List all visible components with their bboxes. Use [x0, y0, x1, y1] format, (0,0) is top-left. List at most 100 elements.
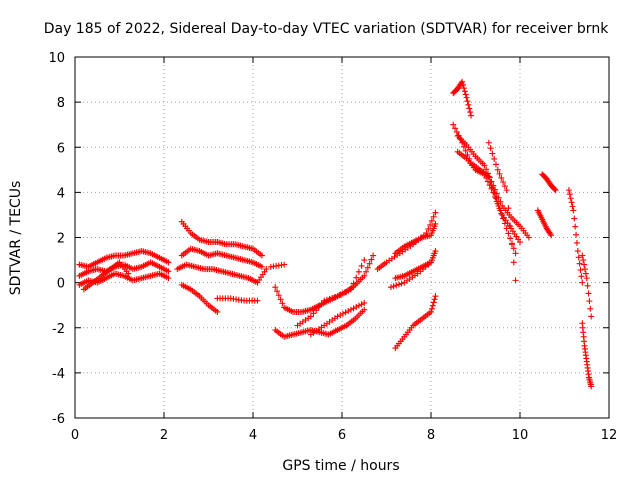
data-point	[483, 174, 490, 181]
data-point	[345, 287, 352, 294]
data-point	[353, 303, 360, 310]
data-point	[361, 257, 368, 264]
data-point	[366, 260, 373, 267]
data-point	[452, 125, 459, 132]
series-trace-5	[178, 218, 265, 259]
series-trace-26	[534, 207, 555, 239]
data-point	[350, 305, 357, 312]
data-point	[588, 313, 595, 320]
series-trace-20	[450, 78, 475, 119]
series-trace-17	[392, 220, 439, 257]
data-point	[525, 234, 532, 241]
data-point	[494, 166, 501, 173]
data-point	[318, 300, 325, 307]
data-point	[481, 171, 488, 178]
data-point	[577, 266, 584, 273]
data-point	[498, 174, 505, 181]
data-point	[481, 162, 488, 169]
data-point	[342, 309, 349, 316]
y-tick-label: -4	[52, 367, 65, 382]
data-point	[503, 187, 510, 194]
data-point	[584, 282, 591, 289]
y-tick-label: 8	[57, 96, 65, 111]
series-trace-18	[374, 209, 439, 273]
data-point	[395, 281, 402, 288]
series-trace-13	[294, 257, 368, 329]
data-point	[488, 185, 495, 192]
data-point	[272, 284, 279, 291]
data-point	[281, 261, 288, 268]
data-point	[581, 261, 588, 268]
y-tick-label: -6	[52, 412, 65, 427]
data-point	[497, 207, 504, 214]
data-point	[453, 128, 460, 135]
data-point	[468, 112, 475, 119]
data-point	[462, 91, 469, 98]
data-point	[393, 282, 400, 289]
data-point	[428, 259, 434, 266]
data-point	[576, 260, 583, 267]
data-point	[551, 186, 558, 193]
data-point	[484, 178, 491, 185]
data-point	[432, 209, 439, 216]
data-point	[423, 229, 430, 236]
data-point	[310, 310, 317, 317]
x-tick-label: 0	[71, 428, 79, 443]
data-point	[387, 284, 394, 291]
data-point	[342, 289, 349, 296]
data-point	[582, 270, 589, 277]
data-point	[496, 170, 503, 177]
data-point	[510, 259, 517, 266]
data-point	[347, 306, 354, 313]
x-tick-label: 8	[427, 428, 435, 443]
data-point	[493, 198, 500, 205]
series-trace-12	[272, 306, 368, 340]
data-point	[331, 294, 338, 301]
data-point	[165, 275, 172, 282]
series-trace-19	[387, 259, 434, 291]
x-tick-label: 6	[338, 428, 346, 443]
series-trace-27	[565, 187, 586, 286]
data-point	[347, 286, 354, 293]
data-point	[579, 252, 586, 259]
data-point	[464, 98, 471, 105]
data-point	[492, 161, 499, 168]
data-point	[430, 213, 437, 220]
data-point	[274, 288, 281, 295]
data-point	[398, 280, 405, 287]
data-point	[350, 280, 357, 287]
x-tick-label: 12	[601, 428, 618, 443]
data-point	[548, 232, 555, 239]
data-point	[355, 302, 362, 309]
data-point	[460, 81, 467, 88]
data-point	[587, 305, 594, 312]
y-tick-label: 10	[48, 51, 65, 66]
data-point	[429, 302, 436, 309]
data-point	[432, 220, 439, 227]
x-tick-label: 10	[512, 428, 529, 443]
data-point	[345, 308, 352, 315]
data-point	[339, 310, 346, 317]
data-point	[575, 254, 582, 261]
series-trace-3	[76, 270, 172, 288]
chart-title: Day 185 of 2022, Sidereal Day-to-day VTE…	[44, 21, 609, 37]
data-point	[489, 150, 496, 157]
data-point	[552, 187, 559, 194]
data-point	[258, 263, 265, 270]
data-point	[485, 173, 492, 180]
data-point	[566, 191, 573, 198]
axis-ticks	[74, 56, 610, 419]
data-point	[313, 307, 320, 314]
data-point	[585, 290, 592, 297]
data-point	[428, 308, 434, 315]
data-point	[505, 205, 512, 212]
data-point	[492, 193, 499, 200]
tick-labels: 0 2 4 6 8 10 12 -6 -4 -2 0 2 4 6 8 10	[48, 51, 617, 443]
data-point	[339, 290, 346, 297]
data-point	[510, 245, 517, 252]
data-point	[579, 279, 586, 286]
data-point	[483, 166, 490, 173]
data-point	[432, 248, 439, 255]
series-trace-1	[76, 248, 172, 270]
data-point	[364, 264, 371, 271]
